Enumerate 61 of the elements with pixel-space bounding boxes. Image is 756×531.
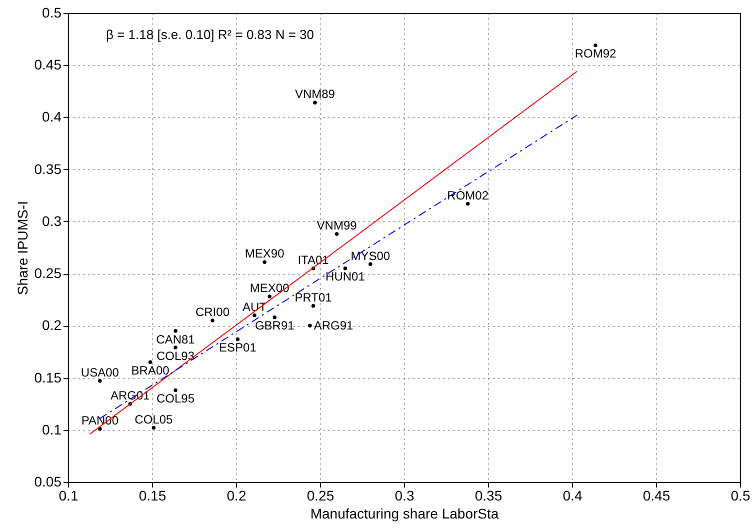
data-label: CAN81 <box>156 332 196 346</box>
x-tick-label: 0.2 <box>226 488 246 504</box>
data-label: ARG91 <box>314 318 354 333</box>
data-label: MYS00 <box>350 248 390 263</box>
data-label: VNM89 <box>294 87 336 102</box>
data-label: COL93 <box>156 348 195 363</box>
point <box>343 266 348 270</box>
point <box>174 329 178 333</box>
point <box>174 346 178 350</box>
point <box>174 388 178 392</box>
y-tick-label: 0.2 <box>42 317 62 334</box>
point <box>210 318 214 322</box>
point <box>152 426 156 430</box>
x-tick-label: 0.15 <box>138 488 166 504</box>
point <box>466 202 470 206</box>
y-tick-label: 0.3 <box>42 212 62 229</box>
point <box>272 315 277 320</box>
point <box>334 232 339 236</box>
data-label: ROM02 <box>447 188 489 202</box>
data-label: HUN01 <box>326 270 366 284</box>
y-tick-label: 0.35 <box>34 160 62 177</box>
x-tick-label: 0.3 <box>394 488 414 504</box>
y-tick-label: 0.05 <box>34 474 62 490</box>
data-label: USA00 <box>80 366 120 380</box>
data-label: ROM92 <box>574 46 617 61</box>
x-tick-label: 0.1 <box>58 488 78 504</box>
point <box>98 379 102 383</box>
x-tick-label: 0.4 <box>562 488 582 504</box>
annotation: β = 1.18 [s.e. 0.10] R² = 0.83 N = 30 <box>106 27 314 42</box>
x-tick-label: 0.35 <box>474 488 502 504</box>
data-label: MEX90 <box>244 246 285 261</box>
data-label: PRT01 <box>294 290 332 304</box>
y-tick-label: 0.15 <box>34 369 62 386</box>
data-label: COL95 <box>156 392 195 406</box>
y-tick-label: 0.45 <box>34 56 62 73</box>
x-tick-label: 0.25 <box>306 488 334 504</box>
x-axis-title: Manufacturing share LaborSta <box>310 506 499 522</box>
y-axis-title: Share IPUMS-I <box>14 200 30 296</box>
y-tick-label: 0.5 <box>42 4 62 20</box>
point <box>252 313 256 318</box>
point <box>148 360 152 364</box>
point <box>98 426 102 431</box>
y-tick-label: 0.25 <box>34 265 62 282</box>
point <box>236 337 240 342</box>
y-tick-label: 0.1 <box>42 421 62 438</box>
point <box>268 294 272 298</box>
data-label: GBR91 <box>254 318 295 333</box>
point <box>594 43 598 48</box>
point <box>308 324 312 328</box>
point <box>262 260 266 264</box>
data-label: VNM99 <box>316 218 358 233</box>
data-label: ESP01 <box>219 340 257 355</box>
point <box>313 100 317 104</box>
data-label: BRA00 <box>131 364 170 378</box>
point <box>368 262 372 266</box>
y-tick-label: 0.4 <box>42 108 62 125</box>
data-label: CRI00 <box>195 305 230 320</box>
x-tick-label: 0.5 <box>730 488 750 504</box>
x-tick-label: 0.45 <box>642 488 670 504</box>
data-label: COL05 <box>134 412 174 426</box>
point <box>311 304 316 308</box>
